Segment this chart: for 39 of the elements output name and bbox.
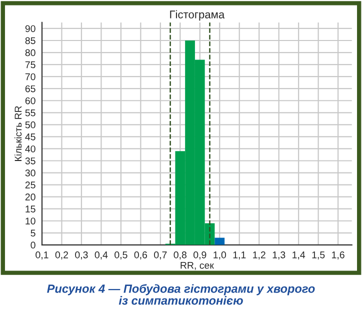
x-tick-label: 1,1 <box>233 252 246 260</box>
y-tick-label: 0 <box>30 242 36 249</box>
y-tick-label: 35 <box>25 157 36 164</box>
y-tick-label: 70 <box>25 73 36 80</box>
x-tick-label: 0,9 <box>194 251 206 260</box>
y-tick-label: 30 <box>25 170 36 176</box>
x-tick-label: 0,5 <box>114 251 128 260</box>
y-tick-label: 60 <box>25 97 36 104</box>
chart-title: Гістограма <box>170 10 225 21</box>
x-axis-title: RR, сек <box>180 262 214 270</box>
x-tick-label: 1,6 <box>332 251 344 260</box>
x-tick-label: 0,8 <box>174 251 186 260</box>
x-tick-label: 1,0 <box>214 251 226 260</box>
x-tick-label: 0,3 <box>75 251 88 260</box>
y-tick-label: 50 <box>25 121 36 128</box>
y-tick-label: 85 <box>25 37 36 44</box>
x-tick-label: 1,2 <box>253 251 266 260</box>
x-tick-label: 0,4 <box>94 251 108 260</box>
y-tick-label: 15 <box>26 206 36 212</box>
text: Рисунок 4 — Побудова гістограми у хворого із симпатикотонією <box>47 284 315 305</box>
y-tick-label: 65 <box>25 85 36 92</box>
y-tick-label: 55 <box>25 109 36 116</box>
y-tick-label: 10 <box>26 218 36 224</box>
x-tick-label: 0,2 <box>55 251 68 260</box>
y-tick-label: 20 <box>25 194 36 200</box>
y-tick-label: 90 <box>25 25 36 32</box>
y-tick-label: 75 <box>25 61 36 68</box>
y-tick-label: 40 <box>25 145 36 152</box>
x-tick-label: 0,7 <box>154 251 167 260</box>
x-tick-label: 1,4 <box>292 252 306 260</box>
y-axis-title: Кількість RR <box>14 106 22 161</box>
x-tick-label: 0,6 <box>134 251 148 260</box>
x-tick-label: 1,3 <box>272 251 286 260</box>
y-tick-label: 80 <box>25 49 36 56</box>
y-tick-label: 45 <box>25 134 36 140</box>
x-tick-label: 0,1 <box>36 251 48 260</box>
y-tick-label: 5 <box>30 230 36 237</box>
x-tick-label: 1,5 <box>312 252 325 260</box>
y-tick-label: 25 <box>25 182 36 188</box>
